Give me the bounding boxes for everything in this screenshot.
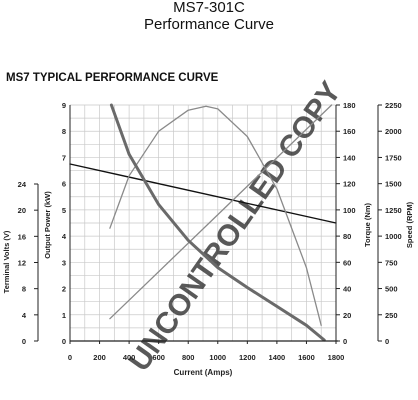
speed-curve [109,103,326,342]
speed-tick-label: 2000 [385,127,402,136]
volts-tick-label: 8 [22,285,26,294]
power-tick-label: 6 [62,180,66,189]
chart-title: MS7 TYPICAL PERFORMANCE CURVE [6,72,219,84]
speed-tick-label: 1750 [385,153,402,162]
axes: 0 200 400 600 800 1000 1200 1400 1600 18000481216… [18,101,402,362]
power-tick-label: 3 [62,258,66,267]
x-tick-label: 1800 [328,353,345,362]
x-tick-label: 1000 [209,353,226,362]
volts-tick-label: 12 [18,259,26,268]
volts-tick-label: 24 [18,180,27,189]
x-axis-label: Current (Amps) [174,368,233,377]
speed-tick-label: 750 [385,258,398,267]
power-tick-label: 9 [62,101,66,110]
torque-tick-label: 60 [343,258,351,267]
power-tick-label: 2 [62,285,66,294]
volts-tick-label: 4 [22,311,27,320]
power-tick-label: 8 [62,127,66,136]
x-tick-label: 200 [93,353,106,362]
speed-tick-label: 250 [385,311,398,320]
model-title: MS7-301C [173,0,245,16]
power-tick-label: 5 [62,206,66,215]
x-tick-label: 600 [152,353,165,362]
x-tick-label: 1600 [298,353,315,362]
x-tick-label: 400 [123,353,136,362]
speed-tick-label: 1250 [385,206,402,215]
torque-tick-label: 120 [343,180,356,189]
output-power-axis-label: Output Power (kW) [43,191,52,259]
power-tick-label: 0 [62,337,66,346]
series-lines [69,103,337,342]
speed-tick-label: 500 [385,285,398,294]
x-tick-label: 800 [182,353,195,362]
power-tick-label: 7 [62,153,66,162]
speed-axis-label: Speed (RPM) [405,201,414,248]
speed-tick-label: 1500 [385,180,402,189]
volts-tick-label: 16 [18,232,26,241]
x-tick-label: 0 [68,353,72,362]
speed-tick-label: 2250 [385,101,402,110]
torque-tick-label: 100 [343,206,356,215]
torque-tick-label: 20 [343,311,351,320]
output-power-curve [109,105,322,326]
speed-tick-label: 0 [385,337,389,346]
page-subtitle: Performance Curve [143,16,275,33]
torque-tick-label: 160 [343,127,356,136]
x-tick-label: 1400 [269,353,286,362]
volts-tick-label: 0 [22,337,26,346]
terminal-volts-line [69,163,337,224]
terminal-volts-axis-label: Terminal Volts (V) [2,230,11,293]
x-tick-label: 1200 [239,353,256,362]
speed-tick-label: 1000 [385,232,402,241]
power-tick-label: 1 [62,311,66,320]
torque-tick-label: 140 [343,153,356,162]
torque-tick-label: 40 [343,285,351,294]
torque-line [109,104,333,320]
torque-tick-label: 0 [343,337,347,346]
torque-tick-label: 180 [343,101,356,110]
torque-tick-label: 80 [343,232,351,241]
volts-tick-label: 20 [18,206,26,215]
torque-axis-label: Torque (Nm) [363,202,372,247]
power-tick-label: 4 [62,232,67,241]
